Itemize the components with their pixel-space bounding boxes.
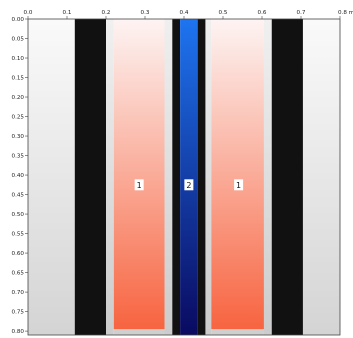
x-tick-label: 0.6 [258,10,267,16]
region-label-text: 1 [137,181,142,190]
region-labels: 1 2 1 [134,179,244,191]
y-tick-label: 0.00 [12,17,25,23]
background-band [302,19,340,335]
y-tick-label: 0.70 [12,290,25,296]
y-tick-label: 0.35 [12,154,25,160]
region-label-text: 2 [186,181,191,190]
y-tick-label: 0.15 [12,76,25,82]
y-tick-label: 0.60 [12,251,25,257]
wall-band [74,19,106,335]
region-label: 2 [184,179,194,191]
plot-area [28,19,340,335]
gap-band [263,19,272,335]
y-tick-label: 0.45 [12,193,25,199]
background-band [28,19,75,335]
region-label: 1 [134,179,144,191]
y-tick-label: 0.80 [12,329,25,335]
region-label-box [134,179,144,191]
y-tick-label: 0.75 [12,310,25,316]
region-label-box [234,179,244,191]
region-label: 1 [234,179,244,191]
x-tick-label: 0.8 mm [338,10,353,16]
channel-2-band [180,19,198,335]
y-tick-label: 0.55 [12,232,25,238]
y-tick-label: 0.65 [12,271,25,277]
x-tick-label: 0.0 [24,10,33,16]
x-tick-label: 0.4 [180,10,189,16]
channel-floor [113,329,165,335]
y-tick-label: 0.30 [12,134,25,140]
channel-floor [211,329,264,335]
x-axis: 0.0 0.1 0.2 0.3 0.4 0.5 0.6 0.7 0.8 mm [24,10,353,19]
x-tick-label: 0.1 [63,10,72,16]
x-tick-label: 0.5 [219,10,228,16]
gap-band [164,19,173,335]
x-tick-label: 0.7 [297,10,306,16]
channel-1-band [211,19,264,330]
y-tick-label: 0.10 [12,56,25,62]
x-tick-label: 0.2 [102,10,111,16]
wall-band [172,19,181,335]
y-tick-label: 0.50 [12,212,25,218]
y-tick-label: 0.25 [12,115,25,121]
wall-band [197,19,206,335]
region-label-text: 1 [236,181,241,190]
y-tick-label: 0.40 [12,173,25,179]
x-tick-label: 0.3 [141,10,150,16]
y-tick-label: 0.20 [12,95,25,101]
wall-band [271,19,303,335]
gap-band [205,19,212,335]
region-label-box [184,179,194,191]
y-axis: 0.00 0.05 0.10 0.15 0.20 0.25 0.30 0.35 0.40 0.45… [12,17,28,335]
gap-band [106,19,114,335]
channel-1-band [113,19,165,330]
y-tick-label: 0.05 [12,37,25,43]
